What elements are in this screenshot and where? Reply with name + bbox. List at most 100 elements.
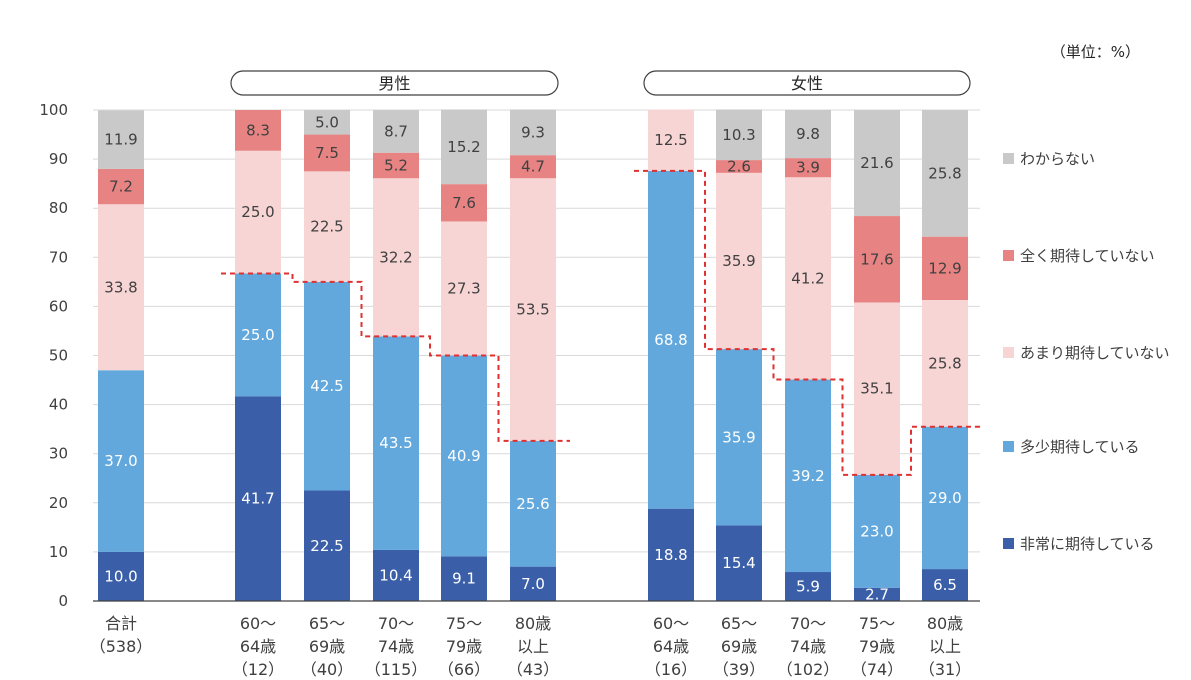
- category-label: 69歳: [309, 637, 345, 656]
- data-label: 32.2: [379, 248, 412, 266]
- data-label: 25.0: [241, 326, 274, 344]
- legend-label: 全く期待していない: [1020, 247, 1155, 265]
- data-label: 5.0: [315, 113, 339, 131]
- bar-segment: [373, 110, 419, 153]
- data-label: 12.5: [654, 131, 687, 149]
- bar-segment: [785, 158, 831, 178]
- data-label: 10.4: [379, 566, 412, 584]
- data-label: 9.1: [452, 570, 476, 588]
- bar-segment: [785, 110, 831, 159]
- bar-segment: [785, 572, 831, 601]
- bar-segment: [510, 178, 556, 441]
- bar-segment: [922, 110, 968, 237]
- data-label: 9.8: [796, 125, 820, 143]
- category-label: 64歳: [653, 637, 689, 656]
- bar-segment: [98, 168, 144, 205]
- data-label: 7.2: [109, 178, 133, 196]
- category-label: 以上: [929, 637, 961, 656]
- y-tick-label: 40: [49, 396, 68, 414]
- data-label: 25.6: [516, 495, 549, 513]
- data-label: 25.0: [241, 203, 274, 221]
- data-label: 33.8: [104, 278, 137, 296]
- bar-segment: [373, 549, 419, 601]
- group-header-box: [230, 70, 559, 96]
- data-label: 25.8: [928, 164, 961, 182]
- category-label: 80歳: [515, 614, 551, 633]
- bar-segment: [304, 490, 350, 601]
- y-tick-label: 0: [58, 592, 68, 610]
- data-label: 5.9: [796, 578, 820, 596]
- bar-segment: [785, 177, 831, 380]
- group-header-box: [643, 70, 971, 96]
- bar-segment: [854, 302, 900, 475]
- data-label: 7.5: [315, 144, 339, 162]
- gridlines: 0 10 20 30 40 50 60 70 80 90 100: [39, 101, 980, 610]
- bar-segment: [510, 109, 556, 156]
- legend-label: 多少期待している: [1020, 438, 1140, 456]
- category-label: （74）: [851, 660, 903, 679]
- bar-segment: [510, 440, 556, 567]
- bar-segment: [441, 184, 487, 222]
- bar-segment: [648, 508, 694, 601]
- bar-segment: [510, 155, 556, 179]
- data-label: 12.9: [928, 259, 961, 277]
- dashed-line-group-0: [221, 272, 570, 442]
- y-tick-label: 60: [49, 297, 68, 315]
- data-label: 42.5: [310, 377, 343, 395]
- bar-segment: [716, 160, 762, 173]
- bar-segment: [304, 281, 350, 491]
- legend-label: あまり期待していない: [1020, 344, 1170, 362]
- bar-segment: [373, 178, 419, 337]
- category-label: （40）: [301, 660, 353, 679]
- bar-segment: [648, 170, 694, 509]
- category-label: （12）: [232, 660, 284, 679]
- category-label: 69歳: [721, 637, 757, 656]
- axes: 合計 （538） 60～ 64歳 （12） 65～ 69歳 （40） 70～ 74歳 （115） 75…: [90, 600, 980, 679]
- category-label: 74歳: [790, 637, 826, 656]
- data-label: 2.7: [865, 585, 889, 603]
- bar-segment: [922, 236, 968, 301]
- legend-label: わからない: [1020, 150, 1095, 168]
- bar-segment: [854, 474, 900, 588]
- category-label: 75～: [446, 614, 482, 633]
- bar-segment: [922, 426, 968, 570]
- data-label: 22.5: [310, 537, 343, 555]
- bar-segment: [922, 300, 968, 427]
- data-label: 43.5: [379, 434, 412, 452]
- data-label: 11.9: [104, 131, 137, 149]
- data-label: 17.6: [860, 250, 893, 268]
- data-label: 35.9: [722, 428, 755, 446]
- data-label: 7.0: [521, 575, 545, 593]
- data-label: 29.0: [928, 489, 961, 507]
- legend-swatch: [1003, 250, 1014, 261]
- bar-segment: [98, 110, 144, 169]
- dashed-line-group-1: [634, 169, 982, 476]
- category-label: 以上: [517, 637, 549, 656]
- y-tick-label: 80: [49, 199, 68, 217]
- category-label: 60～: [240, 614, 276, 633]
- data-label: 18.8: [654, 546, 687, 564]
- y-tick-label: 30: [49, 445, 68, 463]
- bar-segment: [785, 379, 831, 573]
- category-label: （31）: [919, 660, 971, 679]
- bar-segment: [716, 525, 762, 601]
- data-label: 22.5: [310, 218, 343, 236]
- category-label: 64歳: [240, 637, 276, 656]
- data-label: 8.7: [384, 122, 408, 140]
- data-label: 6.5: [933, 576, 957, 594]
- data-label: 35.9: [722, 252, 755, 270]
- data-label: 4.7: [521, 158, 545, 176]
- data-label: 23.0: [860, 522, 893, 540]
- bar-segment: [854, 587, 900, 601]
- bar-segment: [716, 349, 762, 526]
- bar-segment: [716, 109, 762, 161]
- data-label: 7.6: [452, 194, 476, 212]
- data-label: 35.1: [860, 380, 893, 398]
- category-label: （43）: [507, 660, 559, 679]
- legend-label: 非常に期待している: [1020, 535, 1155, 553]
- bar-segment: [510, 566, 556, 601]
- category-label: （16）: [645, 660, 697, 679]
- data-label: 37.0: [104, 452, 137, 470]
- legend-swatch: [1003, 441, 1014, 452]
- data-label: 40.9: [447, 447, 480, 465]
